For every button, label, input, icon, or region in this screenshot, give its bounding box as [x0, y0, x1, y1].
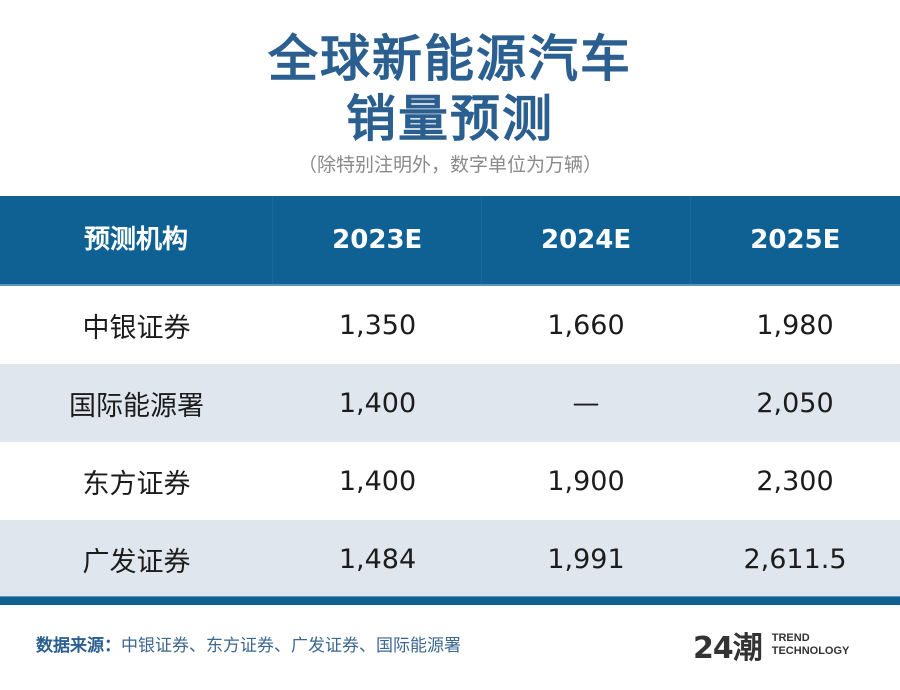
institution-cell: 东方证券 — [82, 468, 191, 500]
value-cell-2024e: 1,660 — [547, 309, 625, 341]
value-cell-2024e: 1,900 — [547, 465, 625, 497]
page-title-line2: 销量预测 — [346, 90, 554, 148]
value-cell-2025e: 2,050 — [756, 387, 834, 419]
institution-cell: 广发证券 — [82, 546, 191, 578]
institution-cell: 中银证券 — [82, 312, 191, 344]
table-row: 国际能源署 1,400 — 2,050 — [0, 364, 900, 442]
logo-wordmark: TREND TECHNOLOGY — [772, 632, 850, 658]
data-source: 数据来源：中银证券、东方证券、广发证券、国际能源署 — [36, 631, 461, 656]
logo-mark-icon: 24潮 — [693, 631, 763, 666]
logo-line-trend: TREND — [771, 632, 810, 644]
value-cell-2023e: 1,400 — [338, 465, 417, 497]
institution-cell: 国际能源署 — [69, 390, 204, 422]
table-row: 中银证券 1,350 1,660 1,980 — [0, 286, 900, 364]
table-row: 东方证券 1,400 1,900 2,300 — [0, 442, 900, 520]
value-cell-2023e: 1,484 — [338, 543, 417, 575]
data-source-text: 中银证券、东方证券、广发证券、国际能源署 — [121, 636, 461, 656]
data-source-label: 数据来源： — [36, 636, 121, 656]
forecast-table: 预测机构 2023E 2024E 2025E 中银证券 1,350 1,660 … — [0, 196, 900, 598]
value-cell-2023e: 1,350 — [338, 309, 417, 341]
column-header-institution: 预测机构 — [84, 225, 189, 255]
brand-logo: 24潮 TREND TECHNOLOGY — [693, 623, 849, 667]
value-cell-2025e: 1,980 — [756, 309, 834, 341]
table-row: 广发证券 1,484 1,991 2,611.5 — [0, 520, 900, 598]
value-cell-2024e: — — [572, 387, 600, 419]
column-header-2024e: 2024E — [481, 196, 689, 284]
value-cell-2025e: 2,611.5 — [743, 543, 847, 575]
table-header-row: 预测机构 2023E 2024E 2025E — [0, 196, 900, 286]
column-header-2025e: 2025E — [689, 196, 900, 284]
page-title-line1: 全球新能源汽车 — [268, 30, 632, 88]
table-bottom-bar — [0, 596, 900, 605]
value-cell-2023e: 1,400 — [338, 387, 417, 419]
value-cell-2024e: 1,991 — [547, 543, 625, 575]
column-header-2023e: 2023E — [272, 196, 481, 284]
unit-note: （除特别注明外，数字单位为万辆） — [297, 154, 602, 176]
value-cell-2025e: 2,300 — [756, 465, 834, 497]
logo-line-technology: TECHNOLOGY — [771, 645, 850, 657]
